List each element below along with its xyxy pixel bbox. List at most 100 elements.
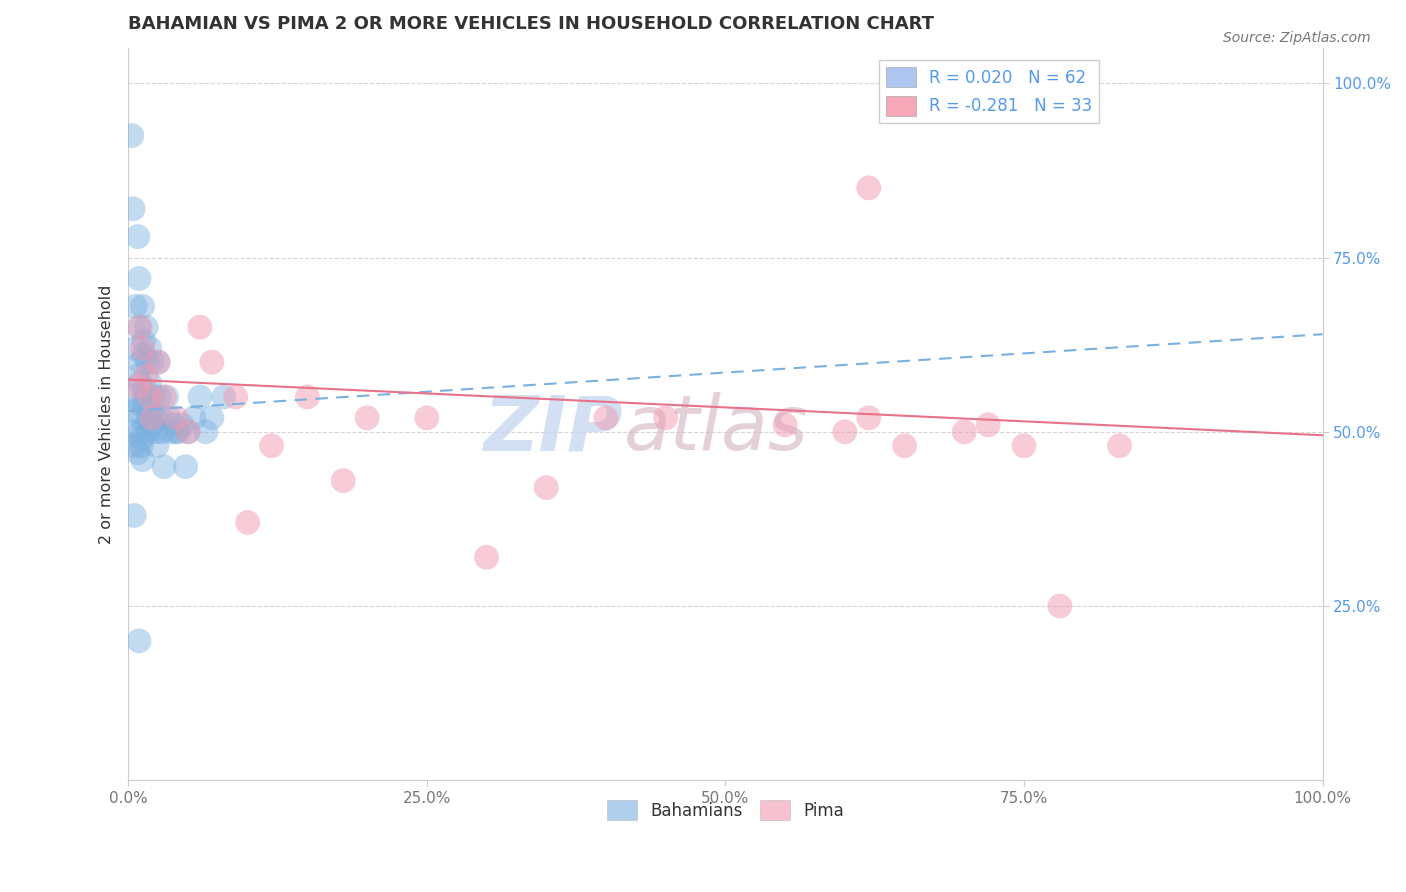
- Point: [654, 410, 676, 425]
- Point: [893, 439, 915, 453]
- Point: [122, 390, 145, 404]
- Point: [129, 425, 152, 439]
- Point: [128, 271, 150, 285]
- Point: [1012, 439, 1035, 453]
- Point: [148, 390, 170, 404]
- Point: [212, 390, 235, 404]
- Point: [141, 355, 163, 369]
- Point: [165, 410, 187, 425]
- Point: [141, 417, 163, 432]
- Point: [153, 459, 176, 474]
- Point: [183, 410, 205, 425]
- Point: [142, 390, 165, 404]
- Point: [1049, 599, 1071, 613]
- Point: [146, 355, 169, 369]
- Point: [165, 425, 187, 439]
- Point: [1108, 439, 1130, 453]
- Point: [201, 355, 224, 369]
- Point: [139, 376, 162, 390]
- Point: [953, 425, 976, 439]
- Point: [122, 425, 145, 439]
- Point: [139, 390, 162, 404]
- Point: [188, 320, 211, 334]
- Point: [122, 439, 145, 453]
- Point: [128, 633, 150, 648]
- Point: [135, 369, 157, 384]
- Point: [170, 417, 193, 432]
- Point: [536, 481, 558, 495]
- Point: [145, 425, 167, 439]
- Point: [131, 299, 153, 313]
- Point: [977, 417, 1000, 432]
- Point: [858, 410, 880, 425]
- Point: [260, 439, 283, 453]
- Point: [174, 459, 197, 474]
- Point: [127, 229, 149, 244]
- Point: [188, 390, 211, 404]
- Text: ZIP: ZIP: [484, 392, 624, 466]
- Point: [129, 397, 152, 411]
- Point: [177, 425, 200, 439]
- Point: [155, 390, 177, 404]
- Point: [131, 341, 153, 355]
- Point: [194, 425, 217, 439]
- Point: [128, 320, 150, 334]
- Text: atlas: atlas: [624, 392, 808, 466]
- Legend: Bahamians, Pima: Bahamians, Pima: [600, 793, 851, 827]
- Point: [132, 348, 155, 362]
- Point: [129, 320, 152, 334]
- Point: [297, 390, 319, 404]
- Point: [122, 508, 145, 523]
- Point: [135, 320, 157, 334]
- Point: [129, 355, 152, 369]
- Point: [149, 410, 172, 425]
- Point: [236, 516, 259, 530]
- Point: [160, 425, 183, 439]
- Point: [131, 452, 153, 467]
- Y-axis label: 2 or more Vehicles in Household: 2 or more Vehicles in Household: [100, 285, 114, 544]
- Point: [138, 425, 160, 439]
- Point: [143, 410, 166, 425]
- Point: [162, 417, 184, 432]
- Point: [356, 410, 378, 425]
- Point: [201, 410, 224, 425]
- Point: [122, 202, 145, 216]
- Text: Source: ZipAtlas.com: Source: ZipAtlas.com: [1223, 31, 1371, 45]
- Point: [125, 404, 148, 418]
- Point: [834, 425, 856, 439]
- Point: [129, 376, 152, 390]
- Point: [141, 410, 163, 425]
- Point: [773, 417, 796, 432]
- Point: [132, 334, 155, 348]
- Point: [138, 410, 160, 425]
- Point: [135, 417, 157, 432]
- Point: [124, 341, 146, 355]
- Point: [332, 474, 354, 488]
- Point: [146, 439, 169, 453]
- Point: [475, 550, 498, 565]
- Point: [153, 390, 176, 404]
- Point: [225, 390, 247, 404]
- Point: [416, 410, 439, 425]
- Point: [127, 379, 149, 393]
- Point: [136, 355, 159, 369]
- Point: [134, 383, 156, 397]
- Text: BAHAMIAN VS PIMA 2 OR MORE VEHICLES IN HOUSEHOLD CORRELATION CHART: BAHAMIAN VS PIMA 2 OR MORE VEHICLES IN H…: [128, 15, 934, 33]
- Point: [858, 181, 880, 195]
- Point: [595, 410, 617, 425]
- Point: [134, 397, 156, 411]
- Point: [139, 341, 162, 355]
- Point: [157, 410, 180, 425]
- Point: [150, 425, 173, 439]
- Point: [146, 355, 169, 369]
- Point: [121, 128, 143, 143]
- Point: [124, 299, 146, 313]
- Point: [136, 390, 159, 404]
- Point: [167, 425, 190, 439]
- Point: [125, 369, 148, 384]
- Point: [131, 439, 153, 453]
- Point: [127, 446, 149, 460]
- Point: [139, 404, 162, 418]
- Point: [129, 410, 152, 425]
- Point: [177, 425, 200, 439]
